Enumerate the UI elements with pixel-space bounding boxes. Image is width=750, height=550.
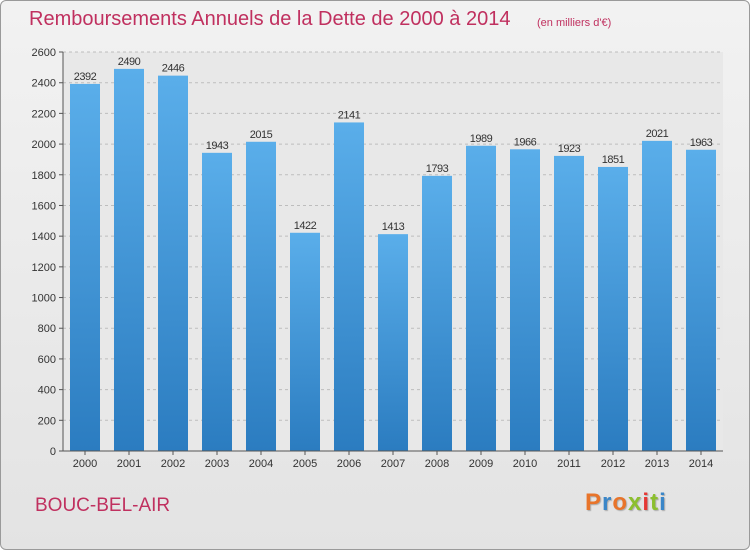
x-tick-label: 2014 [689,458,713,470]
data-label: 1923 [558,143,581,155]
chart-title: Remboursements Annuels de la Dette de 20… [29,8,511,30]
bar-2006 [334,122,364,451]
x-tick-label: 2005 [293,458,317,470]
data-label: 1989 [470,133,493,145]
data-label: 2141 [338,109,361,121]
bar-2007 [378,234,408,451]
commune-name: BOUC-BEL-AIR [35,495,171,516]
x-tick-label: 2009 [469,458,493,470]
bar-2008 [422,175,452,452]
y-tick-label: 1800 [32,170,56,182]
data-label: 2392 [74,71,97,83]
y-tick-label: 400 [38,385,56,397]
y-tick-label: 1200 [32,262,56,274]
x-tick-label: 2006 [337,458,361,470]
y-tick-label: 1600 [32,200,56,212]
x-tick-label: 2002 [161,458,185,470]
y-tick-label: 800 [38,323,56,335]
x-tick-label: 2000 [73,458,97,470]
bar-2004 [246,141,276,451]
y-tick-label: 1400 [32,231,56,243]
data-label: 1943 [206,140,229,152]
bar-2014 [686,149,716,451]
x-tick-label: 2013 [645,458,669,470]
y-tick-label: 200 [38,415,56,427]
data-label: 1793 [426,163,449,175]
bar-2012 [598,166,628,451]
bar-2005 [290,232,320,451]
data-label: 2446 [162,63,185,75]
x-tick-label: 2007 [381,458,405,470]
x-tick-label: 2012 [601,458,625,470]
logo-letter: o [612,489,629,516]
logo-letter: x [628,489,643,516]
y-tick-label: 2000 [32,139,56,151]
logo-letter: r [602,489,613,516]
bar-2002 [158,75,188,451]
logo-letter: i [659,489,667,516]
x-tick-label: 2003 [205,458,229,470]
data-label: 1413 [382,221,405,233]
proxiti-logo: Proxiti [585,489,667,517]
bar-2013 [642,140,672,451]
x-tick-label: 2011 [557,458,581,470]
data-label: 2015 [250,129,273,141]
logo-letter: P [585,489,603,516]
bar-2003 [202,152,232,452]
data-label: 1422 [294,220,317,232]
x-tick-label: 2001 [117,458,141,470]
logo-letter: t [650,489,660,516]
data-label: 2021 [646,128,669,140]
y-tick-label: 600 [38,354,56,366]
y-tick-label: 0 [50,446,56,458]
logo-letter: i [642,489,651,516]
x-tick-label: 2004 [249,458,273,470]
y-tick-label: 2600 [32,47,56,59]
bar-2009 [466,145,496,451]
x-tick-label: 2008 [425,458,449,470]
y-tick-label: 2400 [32,78,56,90]
data-label: 1851 [602,154,625,166]
data-label: 1963 [690,137,713,149]
x-tick-label: 2010 [513,458,537,470]
data-label: 1966 [514,136,537,148]
y-tick-label: 1000 [32,293,56,305]
bar-2010 [510,149,540,451]
data-label: 2490 [118,56,141,68]
bar-2011 [554,155,584,451]
chart-subtitle: (en milliers d'€) [537,17,612,29]
bar-2001 [114,68,144,451]
bar-2000 [70,83,100,452]
y-tick-label: 2200 [32,108,56,120]
